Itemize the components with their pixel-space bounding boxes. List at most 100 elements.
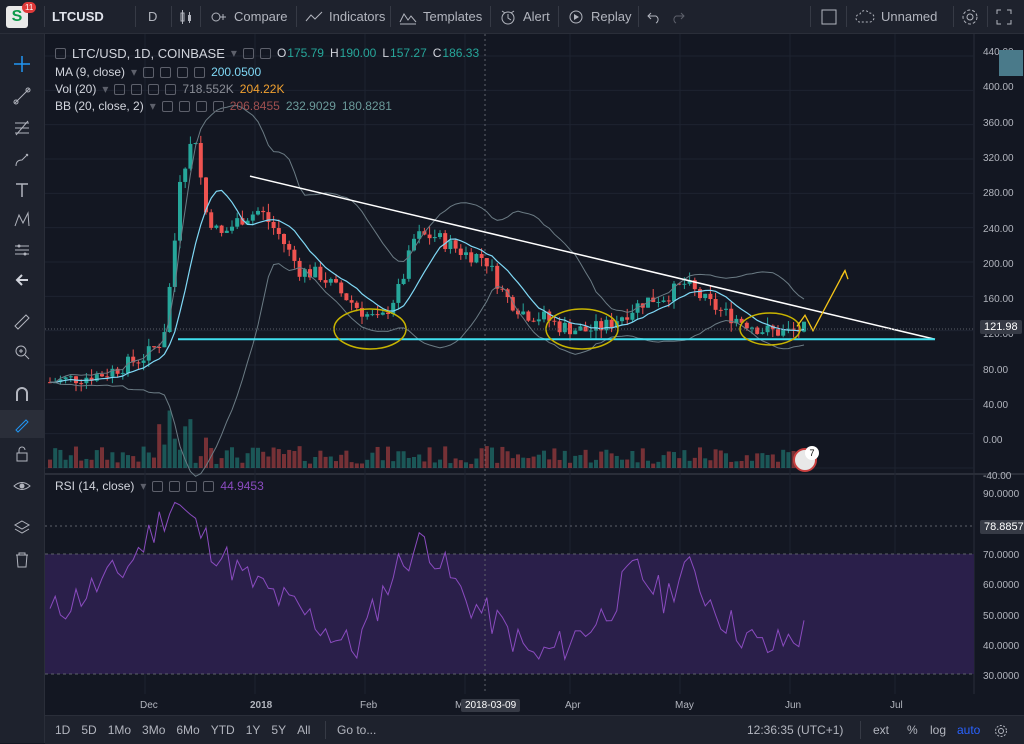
fib-tool[interactable] <box>0 114 44 142</box>
settings-icon[interactable] <box>169 480 181 492</box>
undo-button[interactable] <box>647 0 661 33</box>
clock[interactable]: 12:36:35 (UTC+1) <box>747 723 844 737</box>
volume-bar <box>131 456 136 468</box>
ruler-tool[interactable] <box>0 308 44 336</box>
indicators-button[interactable]: Indicators <box>305 0 385 33</box>
replay-button[interactable]: Replay <box>567 0 631 33</box>
goto-button[interactable]: Go to... <box>337 723 377 737</box>
volume-bar <box>651 463 656 468</box>
chart-area[interactable]: LTC/USD, 1D, COINBASE ▾ O 175.79 H 190.00 … <box>45 34 1024 715</box>
close-icon[interactable] <box>177 66 189 78</box>
redo-button[interactable] <box>671 0 685 33</box>
magnet-tool[interactable] <box>0 380 44 408</box>
bb-legend[interactable]: BB (20, close, 2) ▾ 206.8455 232.9029 18… <box>55 98 392 114</box>
range-all[interactable]: All <box>297 723 311 737</box>
settings-icon[interactable] <box>178 100 190 112</box>
app-logo[interactable]: S <box>6 6 28 28</box>
lock-tool[interactable] <box>0 440 44 468</box>
prediction-tool[interactable] <box>0 236 44 264</box>
symbol-search[interactable]: LTCUSD <box>52 9 104 24</box>
eye-tool[interactable] <box>0 472 44 500</box>
range-6mo[interactable]: 6Mo <box>176 723 200 737</box>
settings-icon[interactable] <box>131 83 143 95</box>
chart-canvas[interactable] <box>45 34 1024 715</box>
chart-settings-button[interactable] <box>994 716 1008 744</box>
candle <box>120 372 125 374</box>
trash-tool[interactable] <box>0 546 44 574</box>
volume-bar <box>531 456 536 468</box>
eye-icon[interactable] <box>152 480 164 492</box>
volume-legend[interactable]: Vol (20) ▾ 718.552K 204.22K <box>55 81 285 97</box>
interval-button[interactable]: D <box>148 9 158 24</box>
volume-bar <box>739 461 744 468</box>
text-tool[interactable] <box>0 176 44 204</box>
more-icon[interactable] <box>165 83 177 95</box>
stay-drawing-tool[interactable] <box>0 410 44 438</box>
auto-toggle[interactable]: auto <box>957 723 981 737</box>
settings-icon[interactable] <box>160 66 172 78</box>
range-ytd[interactable]: YTD <box>210 723 235 737</box>
candle <box>594 321 598 331</box>
range-1d[interactable]: 1D <box>55 723 71 737</box>
settings-icon[interactable] <box>259 47 271 59</box>
price-axis-label: -40.00 <box>983 470 1012 482</box>
range-1mo[interactable]: 1Mo <box>107 723 132 737</box>
chevron-down-icon[interactable]: ▾ <box>131 65 138 79</box>
back-tool[interactable] <box>0 266 44 294</box>
alert-button[interactable]: Alert <box>499 0 550 33</box>
log-toggle[interactable]: log <box>930 723 947 737</box>
range-5d[interactable]: 5D <box>81 723 97 737</box>
chevron-down-icon[interactable]: ▾ <box>140 479 147 493</box>
candle <box>776 329 780 336</box>
eye-icon[interactable] <box>161 100 173 112</box>
rsi-legend[interactable]: RSI (14, close) ▾ 44.9453 <box>55 478 264 494</box>
close-icon[interactable] <box>186 480 198 492</box>
ma-line <box>50 189 805 383</box>
volume-bar <box>178 449 182 468</box>
volume-bar <box>167 410 172 468</box>
eye-icon[interactable] <box>114 83 126 95</box>
expand-button[interactable] <box>996 0 1012 33</box>
layout-button[interactable]: Unnamed <box>855 0 937 33</box>
candle <box>282 234 286 245</box>
range-3mo[interactable]: 3Mo <box>142 723 166 737</box>
more-icon[interactable] <box>203 480 215 492</box>
percent-toggle[interactable]: % <box>907 723 918 737</box>
fullscreen-button[interactable] <box>820 0 838 33</box>
candle <box>625 317 630 320</box>
chevron-down-icon[interactable]: ▾ <box>149 99 156 113</box>
volume-bar <box>474 458 479 468</box>
layers-tool[interactable] <box>0 514 44 542</box>
more-icon[interactable] <box>212 100 224 112</box>
zoom-tool[interactable] <box>0 338 44 366</box>
candle <box>136 362 141 364</box>
avatar[interactable] <box>999 50 1023 76</box>
volume-bar <box>484 446 489 468</box>
divider <box>296 6 297 27</box>
chevron-down-icon[interactable]: ▾ <box>230 46 237 60</box>
legend-toggle-icon[interactable] <box>55 47 66 59</box>
more-icon[interactable] <box>194 66 206 78</box>
close-icon[interactable] <box>195 100 207 112</box>
settings-button[interactable] <box>961 0 979 33</box>
range-1y[interactable]: 1Y <box>245 723 261 737</box>
range-5y[interactable]: 5Y <box>271 723 287 737</box>
brush-tool[interactable] <box>0 146 44 174</box>
volume-bar <box>755 453 760 468</box>
volume-bar <box>604 449 609 468</box>
candle <box>230 226 234 231</box>
ma-legend[interactable]: MA (9, close) ▾ 200.0500 <box>55 64 261 80</box>
crosshair-tool[interactable] <box>0 50 44 78</box>
eye-icon[interactable] <box>143 66 155 78</box>
templates-button[interactable]: Templates <box>399 0 482 33</box>
chevron-down-icon[interactable]: ▾ <box>102 82 109 96</box>
compare-button[interactable]: Compare <box>210 0 287 33</box>
chart-style-button[interactable] <box>178 0 194 33</box>
trendline-tool[interactable] <box>0 82 44 110</box>
candle <box>349 300 354 303</box>
ext-toggle[interactable]: ext <box>873 723 890 737</box>
pattern-tool[interactable] <box>0 206 44 234</box>
eye-icon[interactable] <box>242 47 254 59</box>
main-series-legend[interactable]: LTC/USD, 1D, COINBASE ▾ O 175.79 H 190.00 … <box>55 45 479 61</box>
close-icon[interactable] <box>148 83 160 95</box>
